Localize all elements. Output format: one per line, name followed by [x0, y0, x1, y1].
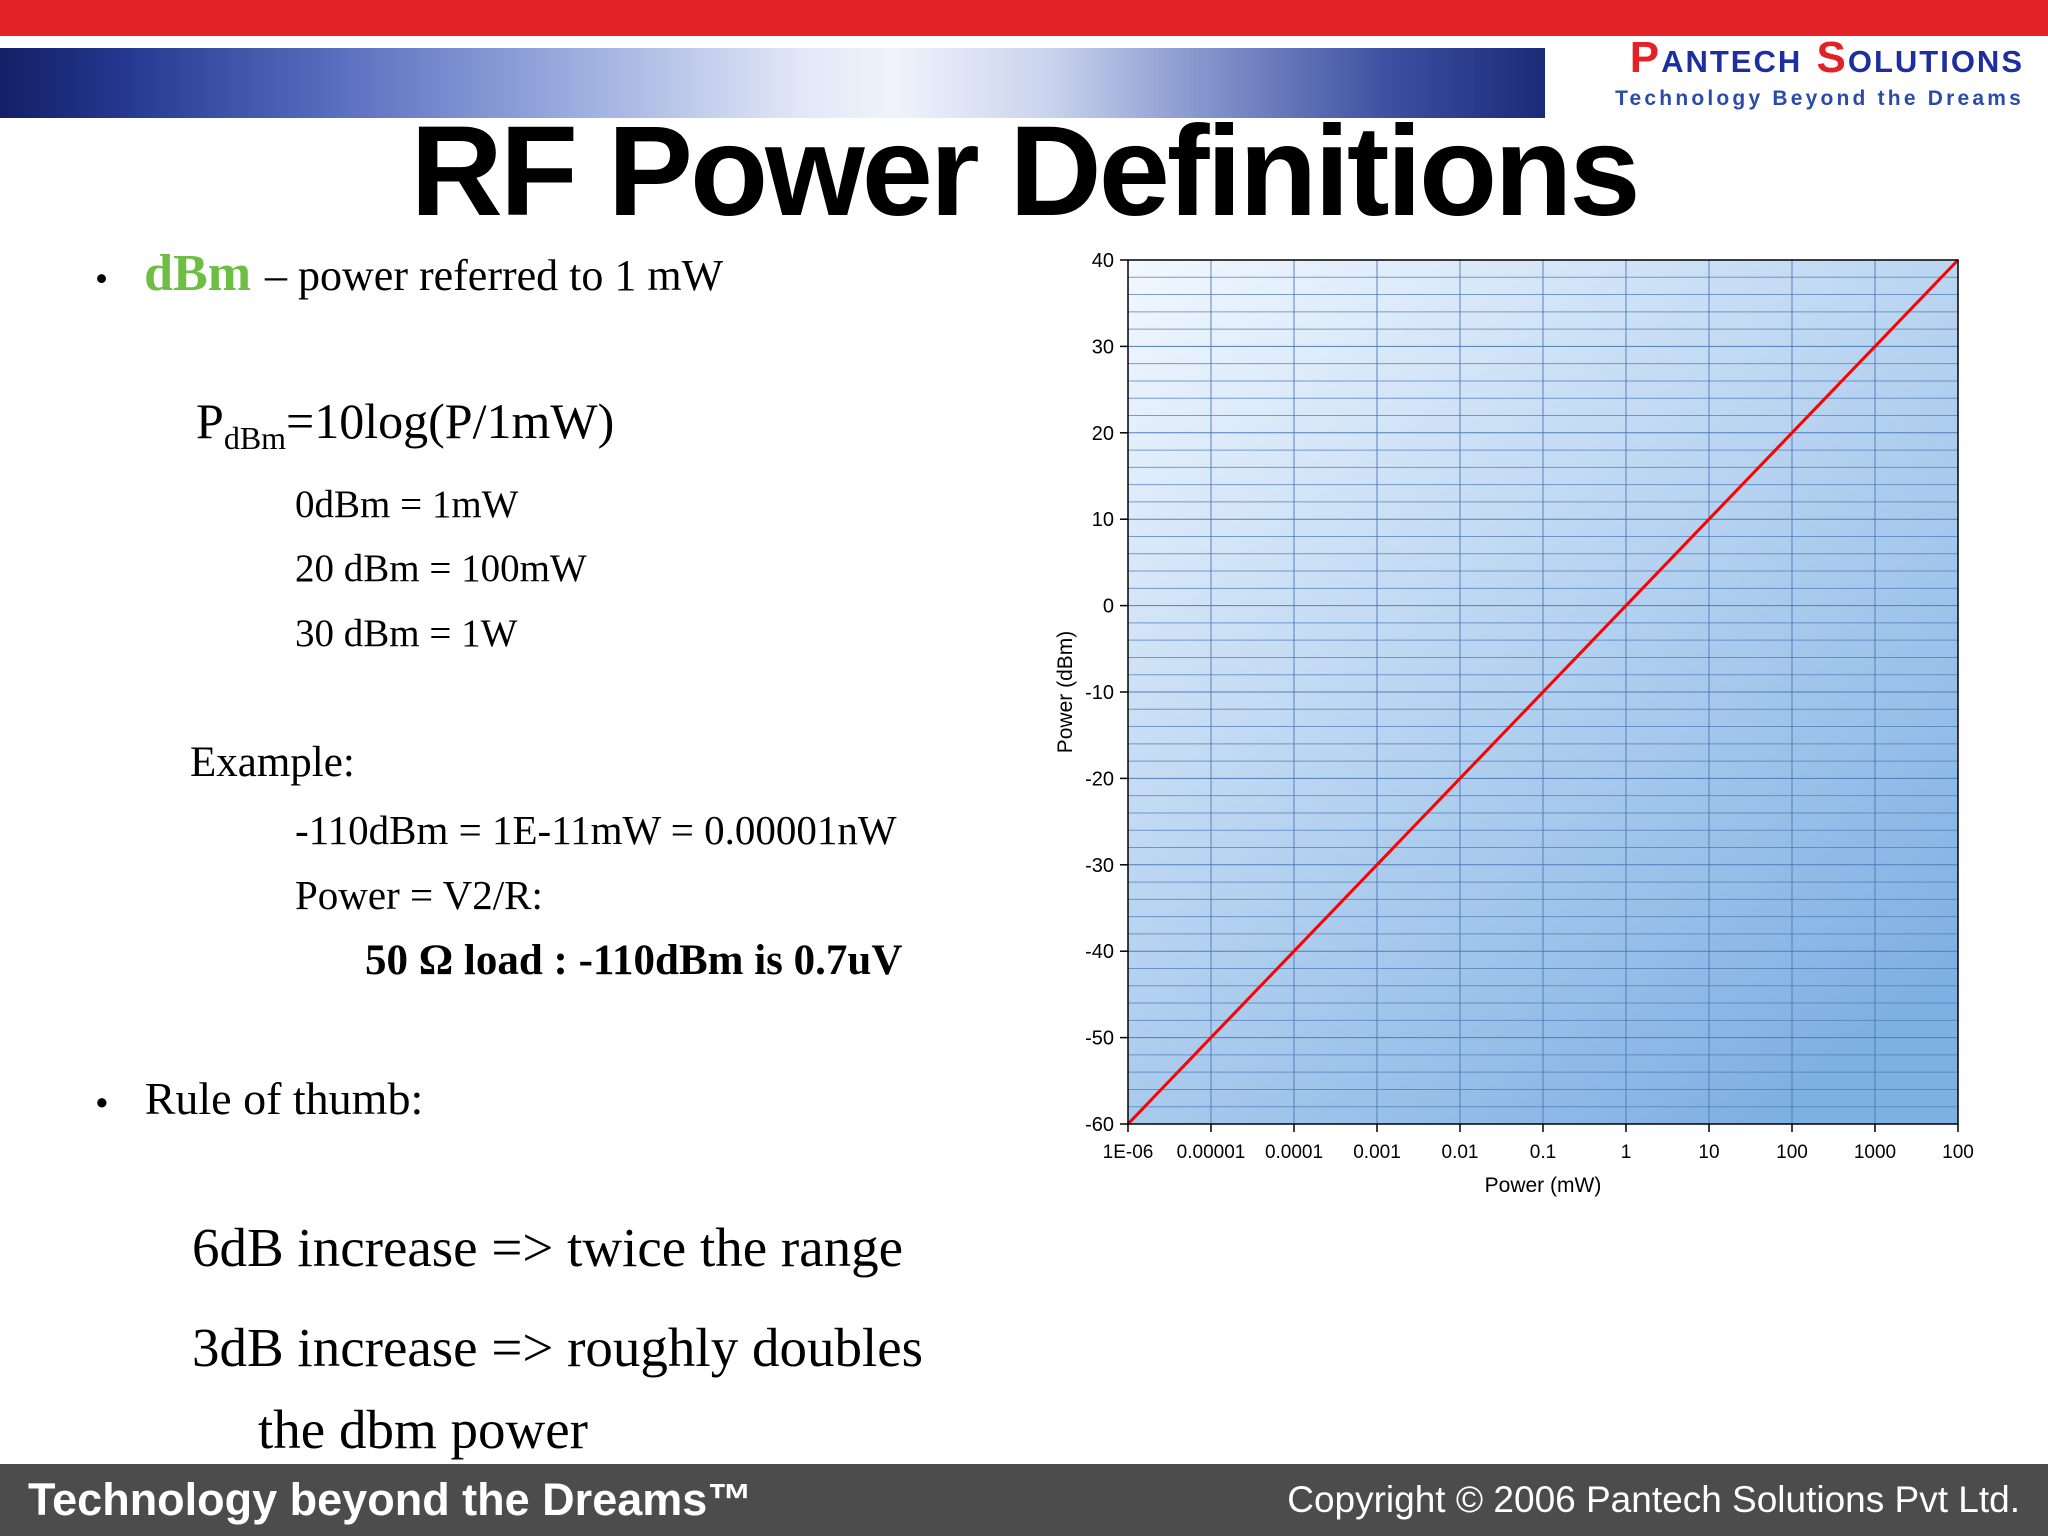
example-bold-line: 50 Ω load : -110dBm is 0.7uV [365, 937, 903, 984]
logo-word-solutions: Solutions [1816, 33, 2024, 82]
svg-text:-10: -10 [1085, 682, 1114, 704]
example-label: Example: [190, 739, 355, 786]
power-dbm-vs-mw-chart: 40 30 20 10 0 -10 -20 -30 -40 -50 -60 1E-06 0.00001 0… [1048, 250, 2028, 1210]
svg-text:0.01: 0.01 [1442, 1142, 1479, 1163]
bullet-dbm-definition: • dBm – power referred to 1 mW [95, 244, 723, 303]
rule-line-1: 6dB increase => twice the range [192, 1217, 904, 1278]
svg-text:Power (dBm): Power (dBm) [1054, 631, 1077, 754]
svg-text:10: 10 [1092, 509, 1114, 531]
logo-word-pantech: Pantech [1629, 33, 1803, 82]
svg-text:-30: -30 [1085, 855, 1114, 877]
svg-text:40: 40 [1092, 250, 1114, 272]
svg-text:1000: 1000 [1854, 1142, 1896, 1163]
svg-text:-20: -20 [1085, 768, 1114, 790]
conversion-line-2: 20 dBm = 100mW [295, 547, 587, 590]
footer-copyright: Copyright © 2006 Pantech Solutions Pvt L… [1287, 1479, 2020, 1520]
svg-text:0.00001: 0.00001 [1177, 1142, 1246, 1163]
svg-text:-50: -50 [1085, 1028, 1114, 1050]
svg-text:1E-06: 1E-06 [1103, 1142, 1154, 1163]
top-red-bar [0, 0, 2048, 36]
dbm-definition-text: – power referred to 1 mW [265, 251, 724, 300]
rule-of-thumb-label: Rule of thumb: [144, 1073, 424, 1124]
svg-text:100: 100 [1776, 1142, 1808, 1163]
svg-text:0: 0 [1103, 596, 1114, 618]
conversion-line-3: 30 dBm = 1W [295, 612, 518, 655]
footer-slogan: Technology beyond the Dreams™ [28, 1474, 753, 1525]
svg-text:100: 100 [1942, 1142, 1974, 1163]
svg-text:20: 20 [1092, 423, 1114, 445]
formula-p: P [196, 393, 224, 449]
svg-text:Power (mW): Power (mW) [1485, 1174, 1602, 1197]
svg-text:-60: -60 [1085, 1114, 1114, 1136]
top-gradient-bar [0, 48, 1545, 118]
example-line-1: -110dBm = 1E-11mW = 0.00001nW [295, 807, 897, 853]
pantech-logo: Pantech Solutions Technology Beyond the … [1615, 36, 2024, 111]
formula-subscript: dBm [223, 420, 287, 456]
example-line-2: Power = V2/R: [295, 872, 543, 918]
rule-line-2: 3dB increase => roughly doubles [192, 1317, 924, 1378]
bullet-rule-of-thumb: • Rule of thumb: [95, 1072, 423, 1126]
rule-line-3: the dbm power [258, 1399, 588, 1460]
svg-text:-40: -40 [1085, 941, 1114, 963]
svg-text:30: 30 [1092, 336, 1114, 358]
svg-text:0.001: 0.001 [1353, 1142, 1401, 1163]
logo-wordmark: Pantech Solutions [1615, 36, 2024, 80]
svg-text:10: 10 [1698, 1142, 1719, 1163]
svg-text:0.0001: 0.0001 [1265, 1142, 1323, 1163]
logo-tagline: Technology Beyond the Dreams [1615, 87, 2024, 110]
dbm-formula: PdBm=10log(P/1mW) [196, 392, 614, 457]
formula-rhs: =10log(P/1mW) [286, 393, 615, 449]
dbm-term: dBm [144, 245, 252, 302]
page-title: RF Power Definitions [410, 100, 1640, 243]
conversion-line-1: 0dBm = 1mW [295, 483, 519, 526]
svg-text:0.1: 0.1 [1530, 1142, 1556, 1163]
bullet-marker: • [95, 1081, 109, 1125]
footer-bar: Technology beyond the Dreams™ Copyright … [0, 1464, 2048, 1536]
bullet-marker: • [95, 259, 109, 301]
svg-text:1: 1 [1621, 1142, 1632, 1163]
